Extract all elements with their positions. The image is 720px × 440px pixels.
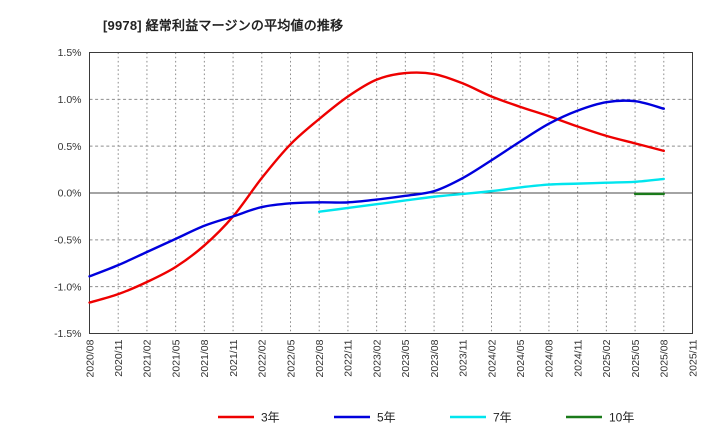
x-axis-tick-label: 2024/02 <box>486 339 498 377</box>
x-axis-tick-label: 2021/11 <box>228 339 240 376</box>
series-lines <box>88 71 665 304</box>
x-axis-tick-label: 2022/11 <box>343 339 355 376</box>
legend-label-5年[interactable]: 5年 <box>377 411 396 425</box>
x-axis-tick-label: 2022/08 <box>314 339 326 377</box>
y-axis-tick-label: 1.0% <box>58 94 82 106</box>
x-axis-tick-label: 2024/11 <box>572 339 584 376</box>
series-line-5年 <box>88 99 665 278</box>
x-axis-tick-label: 2022/05 <box>285 339 297 377</box>
x-axis-tick-label: 2025/11 <box>687 339 699 376</box>
y-axis-tick-label: -0.5% <box>54 234 81 246</box>
page-title: [9978] 経常利益マージンの平均値の推移 <box>103 18 344 33</box>
horizontal-gridlines <box>89 52 693 334</box>
x-axis-tick-label: 2024/08 <box>544 339 556 377</box>
legend-label-7年[interactable]: 7年 <box>493 411 512 425</box>
x-axis-tick-label: 2020/11 <box>113 339 125 376</box>
x-axis-tick-label: 2025/05 <box>630 339 642 377</box>
x-axis-tick-label: 2021/02 <box>142 339 154 377</box>
x-axis-tick-label: 2020/08 <box>84 339 96 377</box>
y-axis-ticks: 1.5% 1.0% 0.5% 0.0% -0.5% -1.0% -1.5% <box>54 47 81 340</box>
x-axis-tick-label: 2022/02 <box>257 339 269 377</box>
x-axis-tick-label: 2025/08 <box>659 339 671 377</box>
x-axis-tick-label: 2023/08 <box>429 339 441 377</box>
x-axis-tick-label: 2021/08 <box>199 339 211 377</box>
x-axis-ticks: 2020/08 2020/11 2021/02 2021/05 2021/08 2021/… <box>84 339 699 377</box>
legend-label-3年[interactable]: 3年 <box>261 411 280 425</box>
chart-legend[interactable]: 3年 5年 7年 10年 <box>218 411 634 425</box>
x-axis-tick-label: 2024/05 <box>515 339 527 377</box>
y-axis-tick-label: 1.5% <box>58 47 82 59</box>
x-axis-tick-label: 2025/02 <box>601 339 613 377</box>
series-line-7年 <box>318 177 665 213</box>
series-line-3年 <box>88 71 665 304</box>
y-axis-tick-label: -1.5% <box>54 328 81 340</box>
x-axis-tick-label: 2023/02 <box>371 339 383 377</box>
y-axis-tick-label: 0.5% <box>58 141 82 153</box>
x-axis-tick-label: 2023/11 <box>458 339 470 376</box>
x-axis-tick-label: 2021/05 <box>170 339 182 377</box>
legend-label-10年[interactable]: 10年 <box>609 411 634 425</box>
y-axis-tick-label: -1.0% <box>54 281 81 293</box>
x-axis-tick-label: 2023/05 <box>400 339 412 377</box>
y-axis-tick-label: 0.0% <box>58 188 82 200</box>
plot-area-border <box>89 52 693 334</box>
